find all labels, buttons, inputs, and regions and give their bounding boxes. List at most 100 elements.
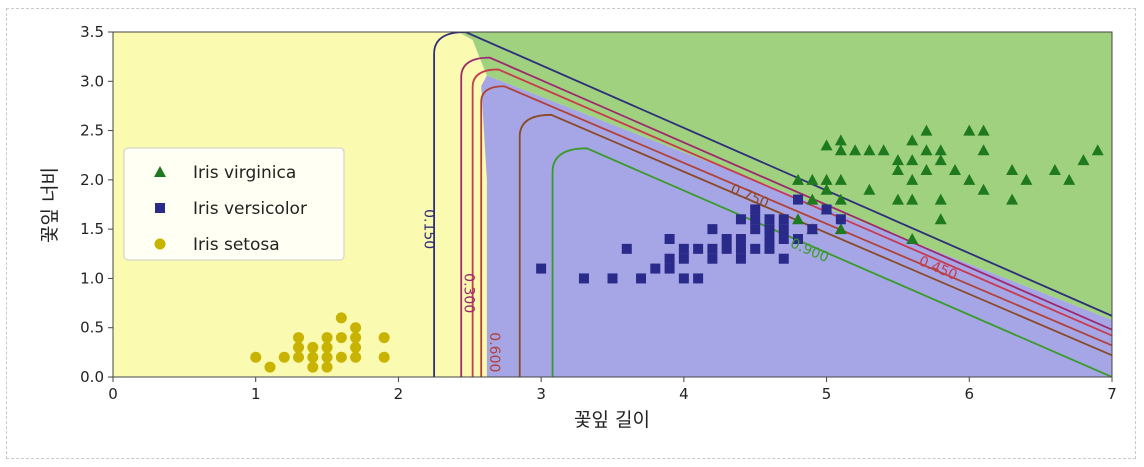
point-virginica [1020,173,1033,185]
legend: Iris virginica Iris versicolor Iris setosa [123,147,345,261]
contour-line [518,113,1112,377]
point-virginica [863,183,876,195]
point-setosa [321,361,333,373]
x-tick-label: 2 [394,385,404,403]
x-tick-label: 5 [822,385,832,403]
point-virginica [934,213,947,225]
point-versicolor [693,273,704,284]
y-tick-label: 1.0 [80,269,104,287]
point-virginica [934,144,947,156]
point-virginica [1077,154,1090,166]
contour-line [480,85,1112,377]
region-virginica [458,32,1112,320]
point-virginica [1091,144,1104,156]
y-tick-label: 2.0 [80,171,104,189]
contour-line [460,56,1112,377]
point-versicolor [678,253,689,264]
point-versicolor [721,234,732,244]
point-versicolor [678,273,689,284]
point-virginica [806,193,819,205]
point-virginica [1048,164,1061,175]
point-virginica [949,164,962,175]
point-setosa [378,332,390,344]
point-versicolor [707,243,718,254]
point-virginica [834,223,847,235]
point-virginica [1006,164,1019,175]
x-tick-label: 0 [108,385,118,403]
point-virginica [806,173,819,185]
point-versicolor [750,214,761,225]
point-virginica [834,134,847,146]
point-setosa [335,312,347,324]
point-versicolor [778,253,789,264]
point-versicolor [664,263,675,274]
point-setosa [278,351,290,363]
point-setosa [378,351,390,363]
point-virginica [877,144,890,156]
point-versicolor [764,234,775,244]
point-versicolor [707,253,718,264]
contour-line [471,68,1112,377]
point-versicolor [735,214,746,225]
point-virginica [820,183,833,195]
legend-label: Iris setosa [193,235,280,255]
point-virginica [792,173,805,185]
contour-label: 0.150 [420,209,436,249]
point-virginica [963,124,976,136]
legend-label: Iris virginica [193,163,296,183]
point-versicolor [735,234,746,244]
x-tick-label: 4 [679,385,689,403]
x-axis-label: 꽃잎 길이 [574,409,650,431]
point-virginica [891,154,904,166]
point-virginica [920,144,933,156]
point-virginica [834,144,847,156]
point-versicolor [664,234,675,244]
legend-marker-versicolor [155,203,165,213]
x-tick-label: 6 [965,385,975,403]
point-setosa [350,351,362,363]
point-setosa [350,322,362,334]
legend-marker-virginica [154,166,166,177]
point-versicolor [650,263,661,274]
point-virginica [820,173,833,185]
point-virginica [977,144,990,156]
point-versicolor [750,204,761,215]
point-virginica [1063,173,1076,185]
point-versicolor [764,224,775,235]
point-versicolor [778,224,789,235]
figure-frame [6,8,1136,459]
point-setosa [335,351,347,363]
point-setosa [321,332,333,344]
legend-marker-setosa [154,238,166,250]
point-versicolor [764,214,775,225]
point-setosa [321,341,333,353]
point-virginica [891,164,904,175]
point-setosa [350,332,362,344]
point-virginica [1006,193,1019,205]
point-virginica [977,183,990,195]
point-versicolor [578,273,589,284]
point-virginica [934,154,947,166]
point-versicolor [750,224,761,235]
point-virginica [906,173,919,185]
point-virginica [863,144,876,156]
y-tick-label: 0.0 [80,368,104,386]
y-axis-label: 꽃잎 너비 [39,167,61,243]
point-versicolor [607,273,618,284]
point-versicolor [707,224,718,235]
point-versicolor [536,263,547,274]
point-virginica [891,193,904,205]
point-virginica [834,193,847,205]
y-tick-label: 3.5 [80,23,104,41]
point-virginica [977,124,990,136]
point-versicolor [835,214,846,225]
point-virginica [792,213,805,225]
point-virginica [934,193,947,205]
contour-line [551,147,1112,377]
point-versicolor [821,204,832,215]
point-virginica [906,134,919,146]
point-versicolor [636,273,647,284]
point-setosa [293,351,305,363]
point-versicolor [750,243,761,254]
